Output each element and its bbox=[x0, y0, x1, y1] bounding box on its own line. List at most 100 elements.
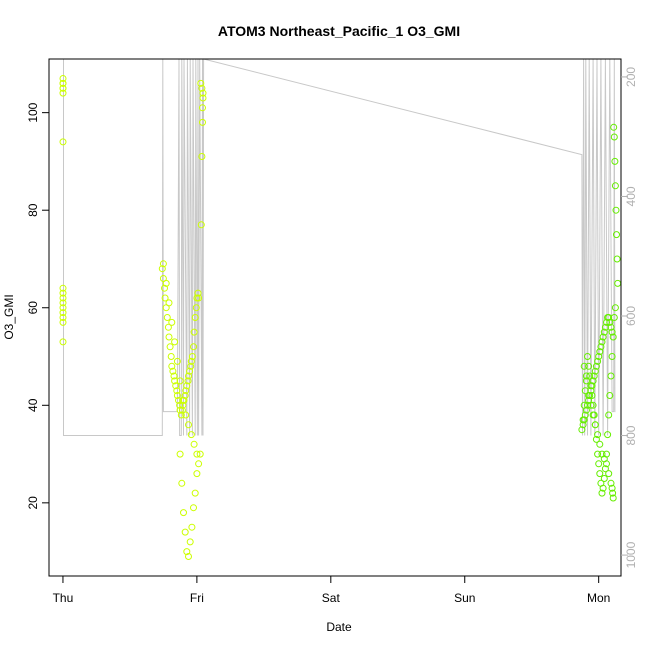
y-tick-label: 100 bbox=[26, 102, 40, 122]
data-point bbox=[185, 421, 192, 429]
y-axis-label: O3_GMI bbox=[2, 294, 16, 339]
data-point bbox=[59, 75, 67, 82]
data-point bbox=[610, 133, 618, 141]
y2-tick-label: 800 bbox=[624, 425, 638, 445]
data-point bbox=[605, 470, 613, 478]
data-point bbox=[598, 338, 606, 346]
data-point bbox=[578, 426, 586, 434]
data-point bbox=[607, 479, 615, 487]
data-point bbox=[607, 372, 615, 380]
data-point bbox=[183, 382, 191, 390]
data-point bbox=[198, 153, 206, 160]
data-point bbox=[178, 479, 186, 487]
data-point bbox=[585, 392, 593, 399]
data-point bbox=[591, 367, 599, 375]
data-point bbox=[614, 279, 622, 287]
data-point bbox=[187, 362, 195, 370]
data-point bbox=[59, 299, 67, 307]
data-point bbox=[199, 89, 207, 97]
data-point bbox=[611, 304, 619, 312]
data-point bbox=[180, 509, 187, 517]
data-point bbox=[594, 357, 602, 365]
data-point bbox=[597, 343, 605, 351]
data-point bbox=[197, 221, 205, 229]
data-point bbox=[190, 343, 197, 351]
data-point bbox=[587, 401, 595, 409]
data-point bbox=[193, 470, 201, 478]
data-point bbox=[584, 353, 591, 360]
data-point bbox=[161, 284, 168, 292]
data-point bbox=[582, 372, 590, 380]
y-tick-label: 20 bbox=[26, 496, 40, 510]
x-axis: Thu Fri Sat Sun Mon bbox=[53, 576, 610, 605]
data-point bbox=[611, 182, 619, 190]
data-points bbox=[59, 75, 622, 560]
data-point bbox=[589, 401, 597, 409]
data-point bbox=[199, 104, 206, 112]
y2-axis: 200 400 600 800 1000 bbox=[621, 67, 638, 568]
data-point bbox=[591, 421, 599, 429]
data-point bbox=[592, 362, 600, 370]
data-point bbox=[186, 367, 194, 375]
data-point bbox=[161, 294, 169, 302]
data-point bbox=[191, 314, 199, 321]
data-point bbox=[590, 372, 598, 380]
pressure-line bbox=[63, 58, 616, 436]
data-point bbox=[172, 382, 180, 390]
data-point bbox=[59, 89, 67, 97]
data-point bbox=[191, 489, 199, 497]
data-point bbox=[609, 489, 617, 497]
data-point bbox=[59, 138, 67, 146]
data-point bbox=[163, 314, 171, 321]
data-point bbox=[580, 362, 588, 370]
data-point bbox=[187, 357, 195, 365]
data-point bbox=[185, 553, 192, 560]
data-point bbox=[606, 318, 614, 326]
data-point bbox=[171, 338, 179, 346]
data-point bbox=[597, 479, 605, 487]
data-point bbox=[581, 387, 589, 395]
y-tick-label: 40 bbox=[26, 398, 40, 412]
data-point bbox=[168, 362, 176, 370]
y-tick-label: 80 bbox=[26, 203, 40, 217]
data-point bbox=[592, 435, 600, 443]
data-point bbox=[164, 323, 172, 331]
y2-tick-label: 1000 bbox=[624, 541, 638, 568]
data-point bbox=[196, 450, 204, 458]
data-point bbox=[183, 548, 191, 556]
y-tick-label: 60 bbox=[26, 301, 40, 315]
data-point bbox=[605, 411, 613, 419]
data-point bbox=[59, 294, 67, 302]
data-point bbox=[611, 157, 619, 165]
data-point bbox=[190, 440, 198, 448]
data-point bbox=[613, 231, 620, 239]
data-point bbox=[608, 353, 616, 360]
data-point bbox=[594, 431, 602, 439]
y2-tick-label: 200 bbox=[624, 67, 638, 87]
data-point bbox=[590, 411, 598, 419]
y2-tick-label: 600 bbox=[624, 306, 638, 326]
data-point bbox=[192, 304, 200, 312]
data-point bbox=[606, 392, 614, 399]
data-point bbox=[609, 494, 617, 502]
data-point bbox=[165, 333, 173, 341]
data-point bbox=[184, 377, 192, 385]
data-point bbox=[580, 401, 588, 409]
data-point bbox=[582, 377, 590, 385]
data-point bbox=[59, 284, 67, 292]
data-point bbox=[587, 382, 595, 390]
data-point bbox=[608, 484, 616, 492]
data-point bbox=[162, 279, 170, 287]
data-point bbox=[59, 314, 67, 321]
data-point bbox=[158, 265, 166, 273]
data-point bbox=[188, 353, 196, 360]
data-point bbox=[199, 94, 207, 102]
data-point bbox=[604, 431, 612, 439]
data-point bbox=[600, 328, 608, 336]
data-point bbox=[178, 406, 186, 414]
data-point bbox=[173, 387, 181, 395]
data-point bbox=[193, 450, 201, 458]
data-point bbox=[599, 333, 607, 341]
data-point bbox=[59, 304, 67, 312]
data-point bbox=[588, 392, 596, 399]
